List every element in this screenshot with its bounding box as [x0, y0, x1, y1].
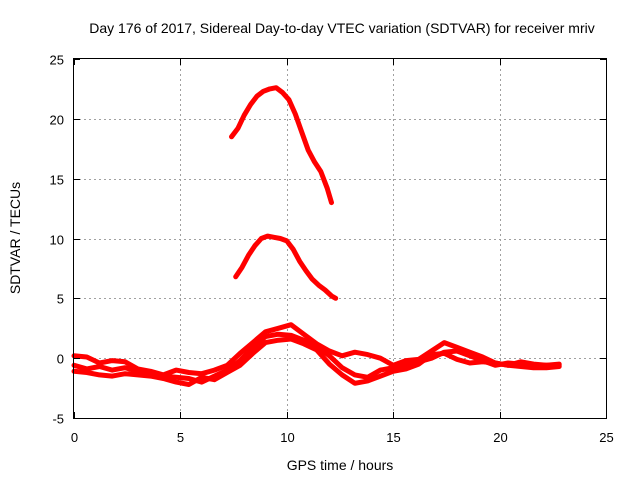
x-tick-label: 25 — [599, 430, 613, 445]
y-tick-label: 5 — [57, 292, 64, 307]
x-axis-label: GPS time / hours — [287, 457, 394, 473]
x-tick-label: 0 — [71, 430, 78, 445]
series-band-c — [71, 331, 562, 385]
chart-title: Day 176 of 2017, Sidereal Day-to-day VTE… — [89, 20, 594, 36]
series-middle-arc — [233, 233, 339, 301]
y-tick-label: 20 — [50, 113, 64, 128]
series-upper-arc — [229, 85, 334, 206]
x-tick-label: 5 — [177, 430, 184, 445]
x-tick-label: 10 — [280, 430, 294, 445]
y-tick-label: 0 — [57, 352, 64, 367]
y-tick-label: 25 — [50, 53, 64, 68]
y-axis-label: SDTVAR / TECUs — [7, 182, 23, 294]
x-tick-label: 20 — [493, 430, 507, 445]
series-group — [71, 85, 562, 387]
y-tick-label: 15 — [50, 173, 64, 188]
plot-frame — [73, 58, 607, 419]
tick-group: 0 5 10 15 20 25 -5 0 5 10 15 20 25 — [50, 53, 614, 446]
y-tick-label: 10 — [50, 233, 64, 248]
x-tick-label: 15 — [386, 430, 400, 445]
grid — [74, 59, 606, 418]
y-tick-label: -5 — [52, 412, 64, 427]
